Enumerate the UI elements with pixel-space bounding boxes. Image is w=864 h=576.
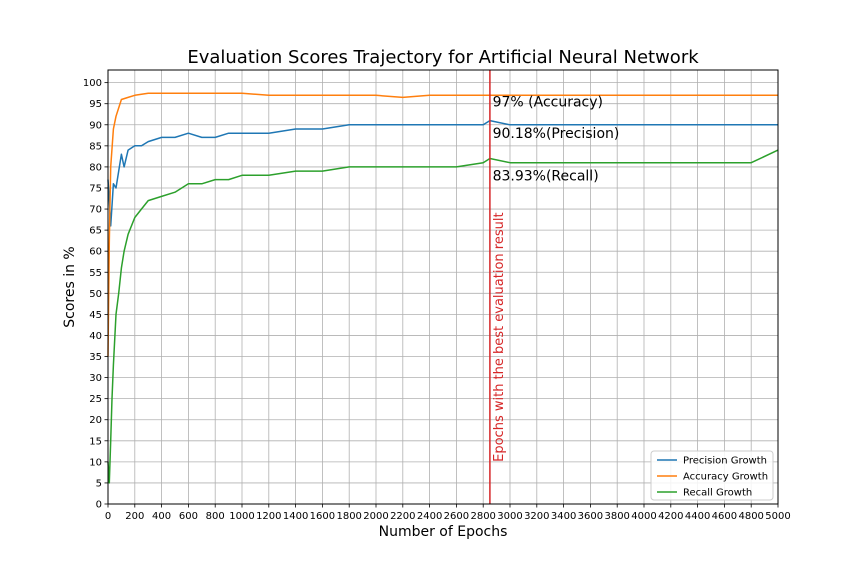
x-tick-label: 2000 <box>363 511 388 522</box>
annotation-label: 83.93%(Recall) <box>493 168 599 184</box>
annotation-label: 97% (Accuracy) <box>493 95 603 111</box>
y-tick-label: 5 <box>96 478 102 489</box>
best-epoch-layer: Epochs with the best evaluation result <box>489 70 507 504</box>
y-tick-label: 70 <box>89 205 102 216</box>
y-tick-label: 20 <box>89 415 102 426</box>
x-axis-label: Number of Epochs <box>379 524 508 540</box>
y-tick-label: 85 <box>89 141 102 152</box>
y-tick-label: 40 <box>89 331 102 342</box>
x-tick-label: 4600 <box>712 511 737 522</box>
y-tick-label: 90 <box>89 120 102 131</box>
x-tick-label: 1800 <box>336 511 361 522</box>
y-tick-label: 60 <box>89 247 102 258</box>
y-tick-label: 95 <box>89 99 102 110</box>
plot-area-frame <box>107 69 779 505</box>
y-tick-label: 80 <box>89 162 102 173</box>
x-tick-label: 1400 <box>283 511 308 522</box>
x-tick-label: 200 <box>125 511 144 522</box>
series-line-recall-growth <box>107 149 779 484</box>
x-tick-label: 1600 <box>310 511 335 522</box>
y-tick-label: 10 <box>89 457 102 468</box>
tick-layer: 0 200 400 600 800 1000 1200 1400 1600 1800 2000 220… <box>83 78 791 522</box>
x-tick-label: 4800 <box>738 511 763 522</box>
x-tick-label: 600 <box>179 511 198 522</box>
y-tick-label: 50 <box>89 289 102 300</box>
x-tick-label: 3400 <box>551 511 576 522</box>
grid-layer <box>107 70 779 505</box>
x-tick-label: 3000 <box>497 511 522 522</box>
x-tick-label: 400 <box>152 511 171 522</box>
x-tick-label: 3200 <box>524 511 549 522</box>
legend-entry: Precision Growth <box>683 456 767 467</box>
y-tick-label: 45 <box>89 310 102 321</box>
y-tick-label: 0 <box>96 500 102 511</box>
series-line-accuracy-growth <box>107 92 778 357</box>
x-tick-label: 4400 <box>685 511 710 522</box>
y-axis-label: Scores in % <box>62 246 78 327</box>
best-epoch-label: Epochs with the best evaluation result <box>492 212 507 461</box>
x-tick-label: 2200 <box>390 511 415 522</box>
x-tick-label: 4000 <box>631 511 656 522</box>
y-tick-label: 55 <box>89 268 102 279</box>
x-tick-label: 5000 <box>765 511 790 522</box>
y-tick-label: 30 <box>89 373 102 384</box>
series-layer <box>107 92 779 484</box>
legend-box <box>650 450 774 501</box>
x-tick-label: 1200 <box>256 511 281 522</box>
x-tick-label: 2400 <box>417 511 442 522</box>
y-tick-label: 15 <box>89 436 102 447</box>
chart-title: Evaluation Scores Trajectory for Artific… <box>187 47 699 68</box>
legend: Precision Growth Accuracy Growth Recall Gr… <box>650 450 774 501</box>
x-tick-label: 3800 <box>604 511 629 522</box>
y-tick-label: 100 <box>83 78 102 89</box>
x-tick-label: 800 <box>206 511 225 522</box>
x-tick-label: 4200 <box>658 511 683 522</box>
x-tick-label: 2800 <box>470 511 495 522</box>
annotation-label: 90.18%(Precision) <box>493 126 620 142</box>
x-tick-label: 1000 <box>229 511 254 522</box>
y-tick-label: 65 <box>89 226 102 237</box>
y-tick-label: 25 <box>89 394 102 405</box>
series-line-precision-growth <box>107 119 778 227</box>
x-tick-label: 0 <box>105 511 111 522</box>
legend-entry: Recall Growth <box>683 488 752 499</box>
y-tick-label: 75 <box>89 183 102 194</box>
x-tick-label: 2600 <box>444 511 469 522</box>
y-tick-label: 35 <box>89 352 102 363</box>
x-tick-label: 3600 <box>578 511 603 522</box>
annotation-layer: 97% (Accuracy) 90.18%(Precision) 83.93%(Re… <box>493 95 620 185</box>
legend-entry: Accuracy Growth <box>683 472 768 483</box>
